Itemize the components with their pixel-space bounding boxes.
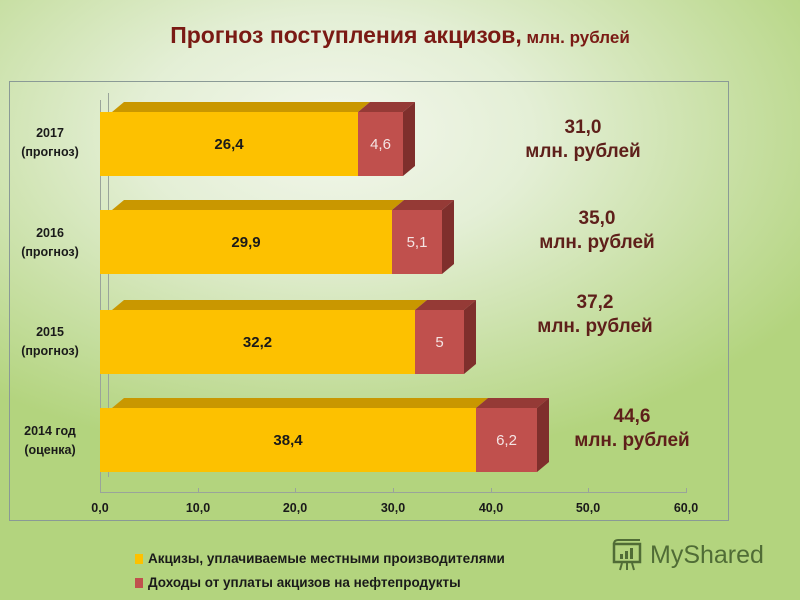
watermark-text: MyShared <box>650 540 764 569</box>
total-unit: млн. рублей <box>537 316 653 337</box>
category-label-2016: 2016 (прогноз) <box>8 224 92 262</box>
watermark: MyShared <box>610 538 764 572</box>
chart-frame <box>9 81 729 521</box>
legend-label: Доходы от уплаты акцизов на нефтепродукт… <box>148 575 461 590</box>
label-note: (прогноз) <box>21 344 79 358</box>
x-tick-mark <box>588 488 589 493</box>
title-main: Прогноз поступления акцизов, <box>170 22 522 48</box>
total-2016: 35,0 млн. рублей <box>497 207 697 255</box>
total-unit: млн. рублей <box>525 141 641 162</box>
category-label-2017: 2017 (прогноз) <box>8 124 92 162</box>
x-tick-mark <box>100 488 101 493</box>
bar-local-2015: 32,2 <box>100 310 415 374</box>
x-tick-label: 30,0 <box>380 501 406 515</box>
label-year: 2014 год <box>24 424 76 438</box>
bar-side-2014 <box>537 398 549 472</box>
legend-swatch-yellow <box>135 553 143 564</box>
x-tick-label: 60,0 <box>673 501 699 515</box>
x-tick-label: 50,0 <box>575 501 601 515</box>
bar-top-oil-2015 <box>415 300 476 310</box>
bar-top-local-2015 <box>112 300 427 310</box>
bar-top-local-2014 <box>112 398 488 408</box>
bar-top-local-2017 <box>112 102 370 112</box>
bar-oil-2016: 5,1 <box>392 210 442 274</box>
total-value: 31,0 <box>564 117 602 138</box>
label-note: (прогноз) <box>21 245 79 259</box>
x-tick-label: 0,0 <box>91 501 109 515</box>
label-year: 2017 <box>36 126 64 140</box>
bar-top-oil-2016 <box>392 200 454 210</box>
total-value: 35,0 <box>578 208 616 229</box>
y-axis-line <box>100 100 101 492</box>
bar-side-2017 <box>403 102 415 176</box>
total-unit: млн. рублей <box>574 430 690 451</box>
bar-top-oil-2017 <box>358 102 415 112</box>
bar-oil-2015: 5 <box>415 310 464 374</box>
bar-side-2015 <box>464 300 476 374</box>
x-tick-mark <box>295 488 296 493</box>
total-2017: 31,0 млн. рублей <box>483 116 683 164</box>
x-tick-mark <box>198 488 199 493</box>
total-unit: млн. рублей <box>539 232 655 253</box>
label-note: (прогноз) <box>21 145 79 159</box>
x-tick-label: 40,0 <box>478 501 504 515</box>
bar-top-local-2016 <box>112 200 404 210</box>
bar-local-2014: 38,4 <box>100 408 476 472</box>
total-value: 44,6 <box>613 406 651 427</box>
y-axis-back-line <box>108 93 109 477</box>
x-tick-label: 20,0 <box>282 501 308 515</box>
x-tick-mark <box>491 488 492 493</box>
bar-oil-2014: 6,2 <box>476 408 537 472</box>
legend-label: Акцизы, уплачиваемые местными производит… <box>148 551 505 566</box>
total-2014: 44,6 млн. рублей <box>532 405 732 453</box>
legend-item-local-producers: Акцизы, уплачиваемые местными производит… <box>135 551 505 566</box>
legend-swatch-red <box>135 577 143 588</box>
bar-oil-2017: 4,6 <box>358 112 403 176</box>
x-tick-mark <box>686 488 687 493</box>
chart-title: Прогноз поступления акцизов, млн. рублей <box>0 22 800 49</box>
bar-top-oil-2014 <box>476 398 549 408</box>
x-tick-mark <box>393 488 394 493</box>
category-label-2015: 2015 (прогноз) <box>8 323 92 361</box>
category-label-2014: 2014 год (оценка) <box>8 422 92 460</box>
label-year: 2016 <box>36 226 64 240</box>
title-unit: млн. рублей <box>521 28 630 47</box>
bar-local-2017: 26,4 <box>100 112 358 176</box>
x-tick-label: 10,0 <box>185 501 211 515</box>
legend-item-oil-products: Доходы от уплаты акцизов на нефтепродукт… <box>135 575 461 590</box>
total-value: 37,2 <box>576 292 614 313</box>
total-2015: 37,2 млн. рублей <box>495 291 695 339</box>
presentation-board-icon <box>612 539 642 571</box>
label-note: (оценка) <box>24 443 76 457</box>
bar-side-2016 <box>442 200 454 274</box>
bar-local-2016: 29,9 <box>100 210 392 274</box>
label-year: 2015 <box>36 325 64 339</box>
